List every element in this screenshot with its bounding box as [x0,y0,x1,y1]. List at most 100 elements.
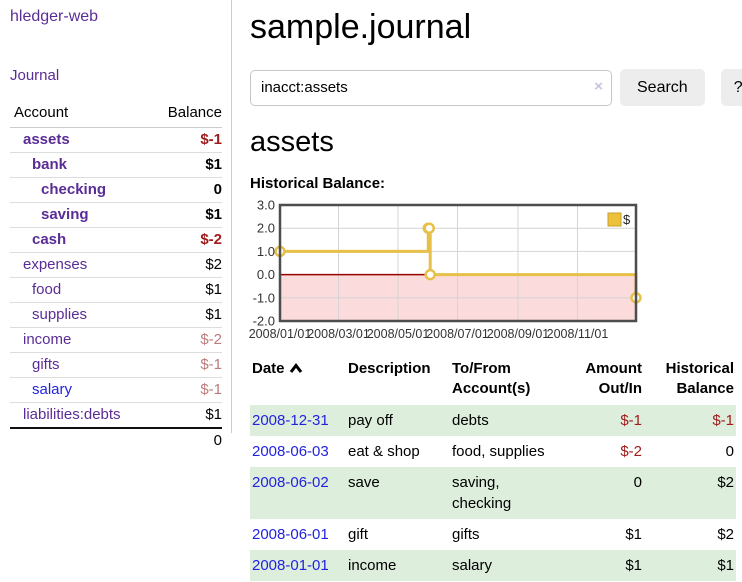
sidebar-account-expenses[interactable]: expenses [23,256,88,273]
transaction-amount: $-2 [620,442,642,460]
transaction-accounts: salary [452,556,493,574]
transaction-balance: $1 [717,556,734,574]
account-row: gifts $-1 [10,352,222,378]
y-tick-label: 0.0 [257,267,275,282]
sidebar-account-income[interactable]: income [23,331,72,348]
accounts-col-balance: Balance [152,100,222,128]
account-heading: assets [250,126,334,158]
account-row: salary $-1 [10,377,222,403]
y-tick-label: -2.0 [253,314,275,329]
accounts-total-row: 0 [10,427,222,453]
col-accounts[interactable]: To/From Account(s) [452,360,531,398]
search-form: × Search ? [250,69,742,106]
sort-ascending-icon [289,363,302,373]
col-date[interactable]: Date [250,357,346,405]
x-tick-label: 2008/09/01 [487,327,550,341]
col-balance[interactable]: Historical Balance [665,360,734,398]
transaction-description: gift [348,525,369,543]
sidebar-divider [231,0,232,433]
page-title: sample.journal [250,8,472,46]
sidebar-account-liabilities-debts[interactable]: liabilities:debts [23,406,121,423]
sidebar-account-saving[interactable]: saving [41,206,89,223]
transaction-amount: $1 [625,556,642,574]
transaction-amount: $1 [625,525,642,543]
transaction-balance: $2 [717,525,734,543]
accounts-header-row: Account Balance [10,100,222,128]
clear-search-icon[interactable]: × [594,77,603,95]
account-row: liabilities:debts $1 [10,402,222,429]
account-balance: $2 [152,252,222,278]
x-tick-label: 2008/11/01 [547,327,609,341]
account-balance: $-2 [152,327,222,353]
col-amount[interactable]: Amount Out/In [585,360,642,398]
sidebar-account-checking[interactable]: checking [41,181,107,198]
transaction-row: 2008-06-02 save saving, checking 0 $2 [250,466,736,519]
help-button[interactable]: ? [720,69,742,106]
transaction-row: 2008-01-01 income salary $1 $1 [250,549,736,581]
x-tick-label: 2008/01/01 [249,327,312,341]
account-balance: $-1 [152,352,222,378]
transaction-description: eat & shop [348,442,420,460]
transaction-description: save [348,473,380,491]
transaction-accounts: saving, checking [452,473,512,512]
transaction-description: income [348,556,397,574]
sidebar-account-supplies[interactable]: supplies [32,306,88,323]
search-input[interactable] [250,69,612,106]
sidebar-item-journal[interactable]: Journal [10,67,60,84]
main-content: sample.journal × Search ? assets Histori… [232,0,742,582]
account-balance: $1 [152,277,222,303]
transaction-accounts: debts [452,411,489,429]
sidebar: hledger-web Journal Account Balance asse… [0,0,232,582]
transaction-amount: 0 [633,473,642,491]
transaction-balance: $-1 [712,411,734,429]
sidebar-account-food[interactable]: food [32,281,62,298]
legend-swatch [607,212,622,227]
x-tick-label: 2008/05/01 [367,327,430,341]
data-point-marker [424,268,436,281]
account-row: income $-2 [10,327,222,353]
transaction-date-link[interactable]: 2008-06-01 [252,525,329,543]
transaction-accounts: gifts [452,525,480,543]
y-tick-label: -1.0 [253,290,275,305]
account-balance: 0 [152,177,222,203]
col-description[interactable]: Description [348,360,431,377]
transaction-date-link[interactable]: 2008-06-02 [252,473,329,491]
accounts-table: Account Balance assets $-1 bank $1 checking 0… [10,100,222,453]
account-row: cash $-2 [10,227,222,253]
transaction-balance: 0 [725,442,734,460]
account-row: assets $-1 [10,127,222,153]
y-tick-label: 1.0 [257,244,275,259]
transaction-row: 2008-12-31 pay off debts $-1 $-1 [250,404,736,436]
account-row: checking 0 [10,177,222,203]
accounts-col-account: Account [10,100,152,128]
sidebar-account-salary[interactable]: salary [32,381,73,398]
sidebar-account-bank[interactable]: bank [32,156,68,173]
account-balance: $1 [152,402,222,429]
account-balance: $1 [152,202,222,228]
account-balance: $-1 [152,377,222,403]
transaction-row: 2008-06-01 gift gifts $1 $2 [250,519,736,550]
account-balance: $1 [152,152,222,178]
account-row: expenses $2 [10,252,222,278]
app-title-link[interactable]: hledger-web [10,8,99,25]
account-row: bank $1 [10,152,222,178]
y-tick-label: 3.0 [257,198,275,213]
sidebar-account-gifts[interactable]: gifts [32,356,60,373]
transaction-amount: $-1 [620,411,642,429]
transactions-header-row: Date Description To/From Account(s) Amou… [250,357,736,405]
transaction-description: pay off [348,411,393,429]
transaction-date-link[interactable]: 2008-06-03 [252,442,329,460]
search-button[interactable]: Search [620,69,705,106]
account-row: saving $1 [10,202,222,228]
sidebar-account-cash[interactable]: cash [32,231,67,248]
legend-label: $ [623,212,631,227]
accounts-total-value: 0 [152,427,222,453]
search-box: × [250,69,612,106]
transaction-date-link[interactable]: 2008-12-31 [252,411,329,429]
account-row: supplies $1 [10,302,222,328]
sidebar-account-assets[interactable]: assets [23,131,70,148]
account-row: food $1 [10,277,222,303]
transaction-date-link[interactable]: 2008-01-01 [252,556,329,574]
chart-border [278,203,638,323]
transaction-accounts: food, supplies [452,442,545,460]
